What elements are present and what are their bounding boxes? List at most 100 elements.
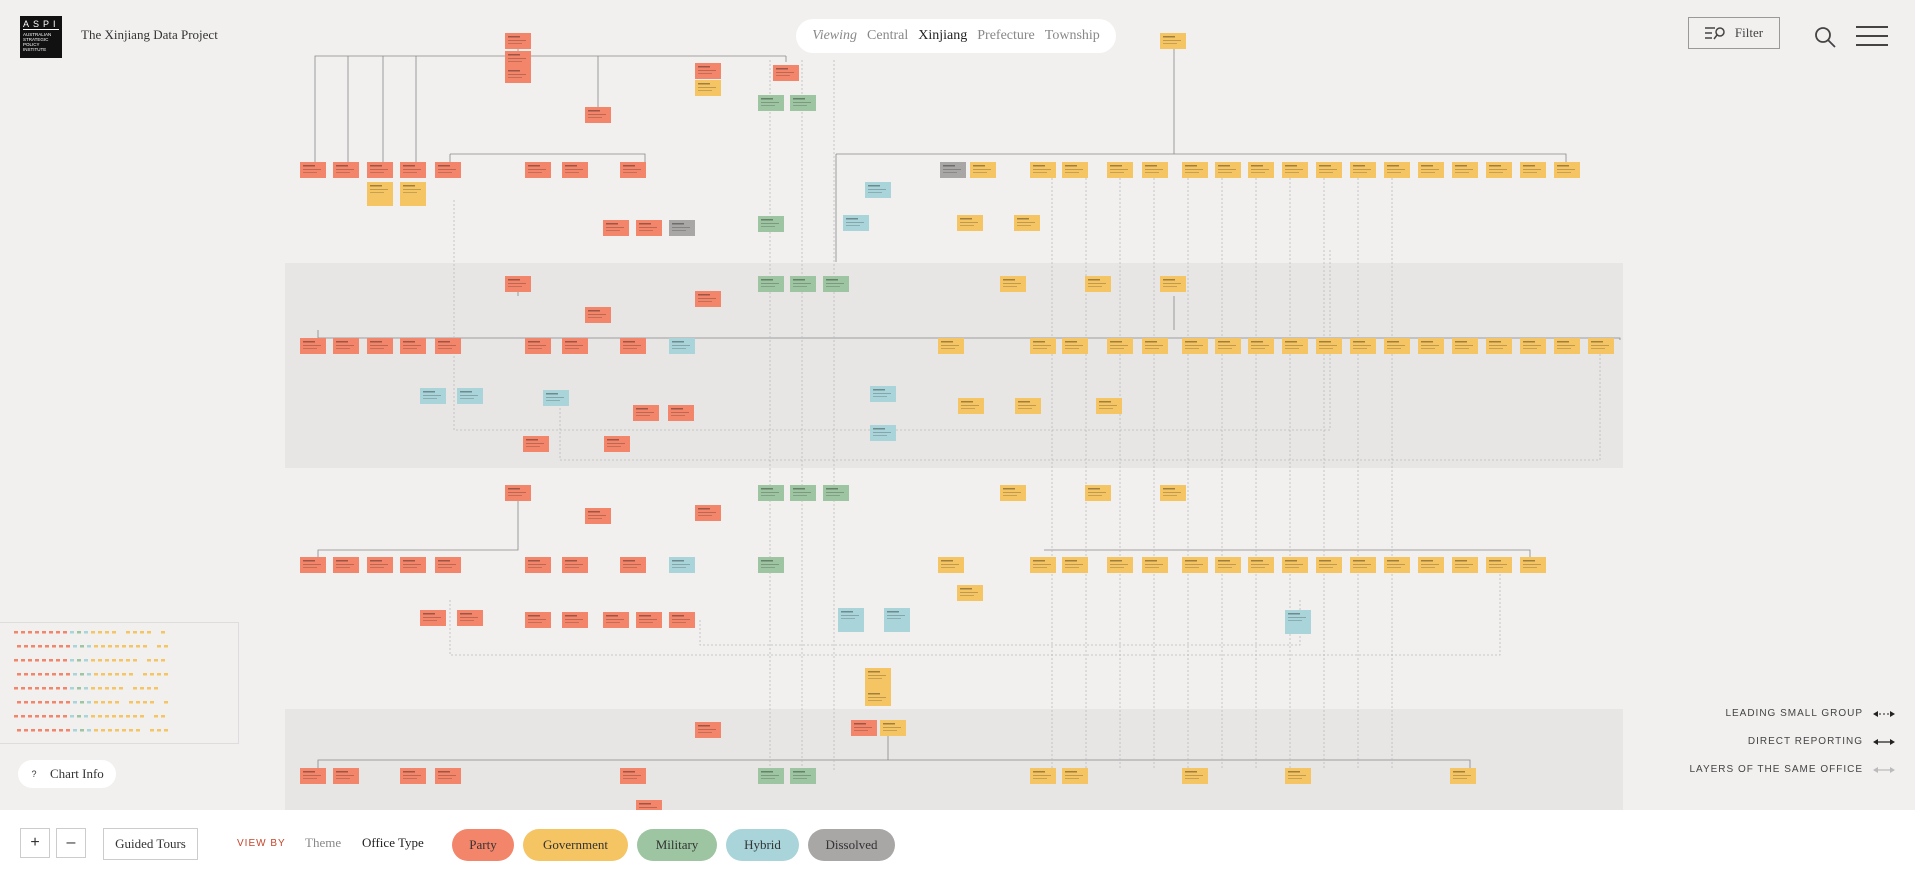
office-node[interactable] <box>525 162 551 178</box>
office-node[interactable] <box>620 768 646 784</box>
office-node[interactable] <box>420 388 446 404</box>
office-node[interactable] <box>758 485 784 501</box>
office-node[interactable] <box>636 800 662 810</box>
type-party-pill[interactable]: Party <box>452 829 514 861</box>
level-prefecture[interactable]: Prefecture <box>977 28 1035 43</box>
office-node[interactable] <box>1418 557 1444 573</box>
office-node[interactable] <box>300 338 326 354</box>
office-node[interactable] <box>790 485 816 501</box>
office-node[interactable] <box>1182 162 1208 178</box>
office-node[interactable] <box>669 220 695 236</box>
office-node[interactable] <box>562 338 588 354</box>
office-node[interactable] <box>420 610 446 626</box>
office-node[interactable] <box>1384 338 1410 354</box>
office-node[interactable] <box>1015 398 1041 414</box>
office-node[interactable] <box>1554 338 1580 354</box>
office-node[interactable] <box>695 80 721 96</box>
view-by-theme[interactable]: Theme <box>305 835 342 850</box>
office-node[interactable] <box>620 557 646 573</box>
zoom-out-button[interactable]: – <box>56 828 86 858</box>
office-node[interactable] <box>870 386 896 402</box>
office-node[interactable] <box>457 388 483 404</box>
office-node[interactable] <box>1182 557 1208 573</box>
office-node[interactable] <box>1248 338 1274 354</box>
office-node[interactable] <box>865 690 891 706</box>
office-node[interactable] <box>562 162 588 178</box>
office-node[interactable] <box>333 768 359 784</box>
office-node[interactable] <box>505 485 531 501</box>
office-node[interactable] <box>435 557 461 573</box>
office-node[interactable] <box>1182 768 1208 784</box>
office-node[interactable] <box>333 162 359 178</box>
office-node[interactable] <box>1452 557 1478 573</box>
office-node[interactable] <box>1030 557 1056 573</box>
office-node[interactable] <box>851 720 877 736</box>
office-node[interactable] <box>525 557 551 573</box>
office-node[interactable] <box>1160 33 1186 49</box>
office-node[interactable] <box>300 768 326 784</box>
office-node[interactable] <box>1000 276 1026 292</box>
site-title[interactable]: The Xinjiang Data Project <box>81 27 218 42</box>
view-by-office-type[interactable]: Office Type <box>362 835 424 850</box>
office-node[interactable] <box>843 215 869 231</box>
office-node[interactable] <box>668 405 694 421</box>
office-node[interactable] <box>400 162 426 178</box>
office-node[interactable] <box>633 405 659 421</box>
office-node[interactable] <box>1285 610 1311 634</box>
hamburger-menu-icon[interactable] <box>1856 26 1888 48</box>
office-node[interactable] <box>1384 557 1410 573</box>
office-node[interactable] <box>1215 557 1241 573</box>
office-node[interactable] <box>958 398 984 414</box>
type-hybrid-pill[interactable]: Hybrid <box>726 829 799 861</box>
office-node[interactable] <box>1450 768 1476 784</box>
office-node[interactable] <box>1452 338 1478 354</box>
office-node[interactable] <box>695 722 721 738</box>
office-node[interactable] <box>400 557 426 573</box>
office-node[interactable] <box>758 216 784 232</box>
office-node[interactable] <box>1062 768 1088 784</box>
office-node[interactable] <box>585 107 611 123</box>
office-node[interactable] <box>603 612 629 628</box>
office-node[interactable] <box>970 162 996 178</box>
office-node[interactable] <box>695 505 721 521</box>
office-node[interactable] <box>1014 215 1040 231</box>
office-node[interactable] <box>1350 557 1376 573</box>
office-node[interactable] <box>585 307 611 323</box>
office-node[interactable] <box>585 508 611 524</box>
office-node[interactable] <box>1182 338 1208 354</box>
chart-info-button[interactable]: ? Chart Info <box>18 760 116 788</box>
office-node[interactable] <box>669 557 695 573</box>
office-node[interactable] <box>400 182 426 206</box>
office-node[interactable] <box>1350 338 1376 354</box>
office-node[interactable] <box>505 33 531 49</box>
office-node[interactable] <box>1418 162 1444 178</box>
office-node[interactable] <box>435 162 461 178</box>
office-node[interactable] <box>865 182 891 198</box>
office-node[interactable] <box>1384 162 1410 178</box>
type-military-pill[interactable]: Military <box>637 829 717 861</box>
org-chart[interactable] <box>0 0 1915 810</box>
office-node[interactable] <box>1030 768 1056 784</box>
office-node[interactable] <box>870 425 896 441</box>
office-node[interactable] <box>758 95 784 111</box>
search-icon[interactable] <box>1814 26 1836 48</box>
office-node[interactable] <box>505 51 531 67</box>
office-node[interactable] <box>1316 338 1342 354</box>
office-node[interactable] <box>1282 557 1308 573</box>
office-node[interactable] <box>790 95 816 111</box>
office-node[interactable] <box>636 612 662 628</box>
office-node[interactable] <box>367 182 393 206</box>
office-node[interactable] <box>333 557 359 573</box>
office-node[interactable] <box>1215 338 1241 354</box>
office-node[interactable] <box>367 162 393 178</box>
zoom-in-button[interactable]: + <box>20 828 50 858</box>
office-node[interactable] <box>1520 338 1546 354</box>
office-node[interactable] <box>940 162 966 178</box>
aspi-logo[interactable]: ASPI AUSTRALIAN STRATEGIC POLICY INSTITU… <box>20 16 62 58</box>
office-node[interactable] <box>1316 557 1342 573</box>
office-node[interactable] <box>505 67 531 83</box>
office-node[interactable] <box>1085 276 1111 292</box>
office-node[interactable] <box>880 720 906 736</box>
office-node[interactable] <box>562 612 588 628</box>
office-node[interactable] <box>695 63 721 79</box>
